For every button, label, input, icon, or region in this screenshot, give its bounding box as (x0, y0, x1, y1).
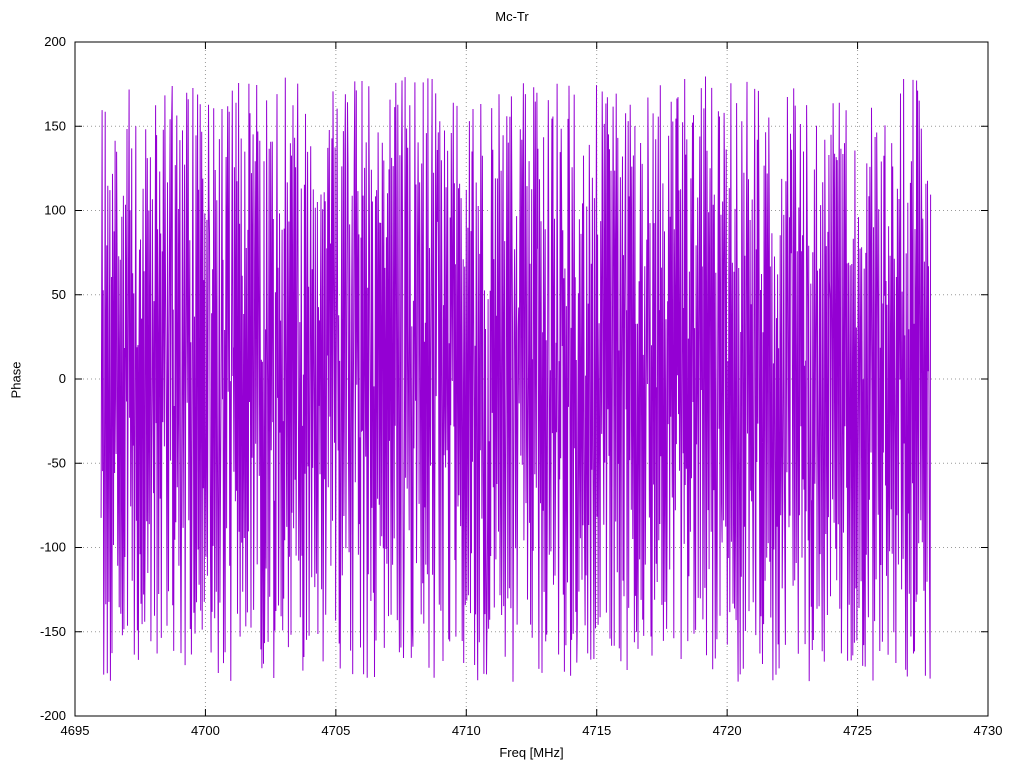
y-tick-label: 100 (44, 203, 66, 218)
x-tick-label: 4705 (321, 723, 350, 738)
x-tick-label: 4725 (843, 723, 872, 738)
x-axis-label: Freq [MHz] (499, 745, 564, 760)
x-tick-label: 4720 (713, 723, 742, 738)
y-tick-label: 0 (59, 371, 66, 386)
chart-title: Mc-Tr (495, 9, 529, 24)
x-tick-label: 4715 (582, 723, 611, 738)
y-tick-label: -200 (40, 708, 66, 723)
y-tick-label: -50 (47, 455, 66, 470)
y-tick-label: -150 (40, 624, 66, 639)
x-tick-label: 4695 (61, 723, 90, 738)
x-tick-label: 4700 (191, 723, 220, 738)
plot-border (74, 41, 989, 717)
x-tick-label: 4730 (974, 723, 1003, 738)
phase-series-line (100, 76, 932, 682)
x-tick-label: 4710 (452, 723, 481, 738)
y-tick-label: 200 (44, 34, 66, 49)
y-tick-label: 50 (52, 287, 66, 302)
y-tick-label: 150 (44, 118, 66, 133)
y-tick-label: -100 (40, 540, 66, 555)
